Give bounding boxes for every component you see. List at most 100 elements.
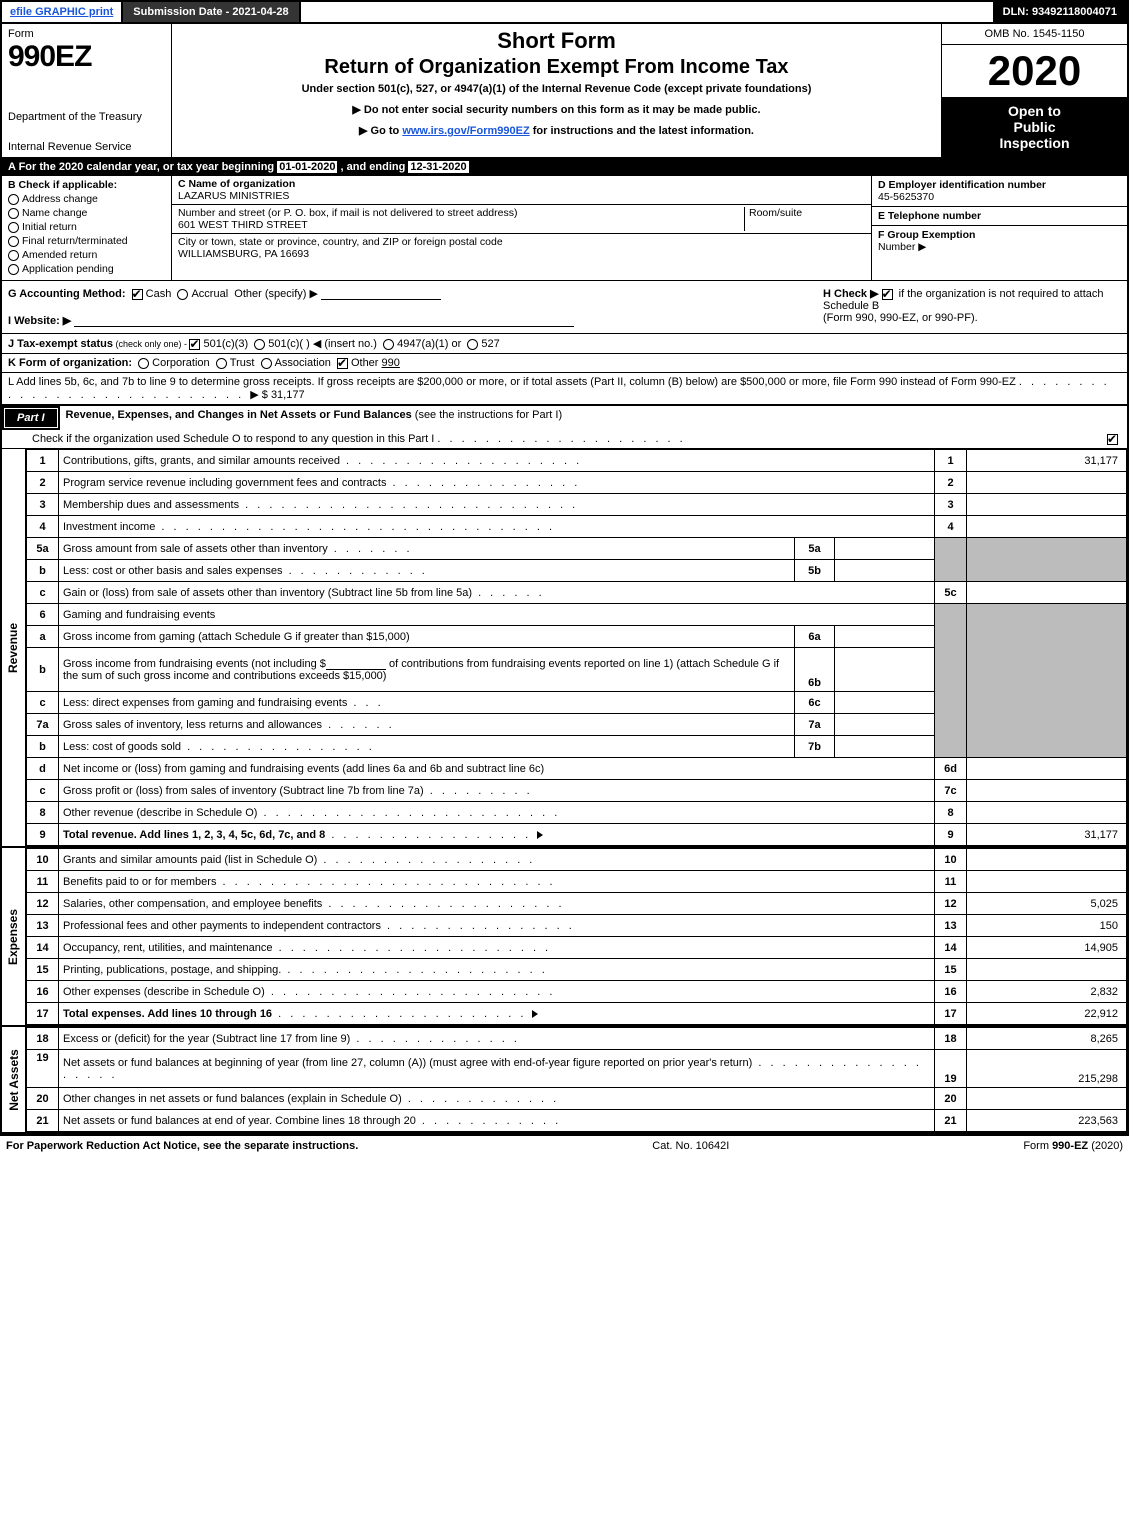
chk-cash[interactable] <box>132 289 143 300</box>
chk-name-change[interactable]: Name change <box>8 207 165 219</box>
line-10: 10Grants and similar amounts paid (list … <box>27 849 1127 871</box>
amount-6d <box>967 758 1127 780</box>
line-5a: 5aGross amount from sale of assets other… <box>27 538 1127 560</box>
form-ref: Form 990-EZ (2020) <box>1023 1140 1123 1152</box>
room-label: Room/suite <box>749 207 802 219</box>
line-9: 9Total revenue. Add lines 1, 2, 3, 4, 5c… <box>27 824 1127 846</box>
e-label: E Telephone number <box>878 210 1121 222</box>
chk-initial-return[interactable]: Initial return <box>8 221 165 233</box>
part1-title: Revenue, Expenses, and Changes in Net As… <box>60 406 1127 430</box>
chk-501c[interactable] <box>254 339 265 350</box>
k-label: K Form of organization: <box>8 357 132 369</box>
ein-value: 45-5625370 <box>878 191 1121 203</box>
line-15: 15Printing, publications, postage, and s… <box>27 959 1127 981</box>
box-b: B Check if applicable: Address change Na… <box>2 176 172 280</box>
expenses-table: 10Grants and similar amounts paid (list … <box>26 848 1127 1025</box>
chk-501c3[interactable] <box>189 339 200 350</box>
tax-year-prefix: A For the 2020 calendar year, or tax yea… <box>8 161 277 173</box>
goto-note: ▶ Go to www.irs.gov/Form990EZ for instru… <box>180 124 933 137</box>
line-11: 11Benefits paid to or for members . . . … <box>27 871 1127 893</box>
l-amount: ▶ $ 31,177 <box>250 389 304 401</box>
amount-3 <box>967 494 1127 516</box>
org-name-row: C Name of organization LAZARUS MINISTRIE… <box>172 176 871 205</box>
chk-final-return[interactable]: Final return/terminated <box>8 235 165 247</box>
header-right: OMB No. 1545-1150 2020 Open to Public In… <box>942 24 1127 157</box>
return-title: Return of Organization Exempt From Incom… <box>180 56 933 79</box>
submission-date-box: Submission Date - 2021-04-28 <box>123 2 300 22</box>
chk-application-pending[interactable]: Application pending <box>8 263 165 275</box>
tax-year-row: A For the 2020 calendar year, or tax yea… <box>0 159 1129 176</box>
part1-check-text: Check if the organization used Schedule … <box>32 433 434 445</box>
part1-check-row: Check if the organization used Schedule … <box>0 430 1129 449</box>
line-16: 16Other expenses (describe in Schedule O… <box>27 981 1127 1003</box>
other-org-value: 990 <box>382 357 400 369</box>
cat-no: Cat. No. 10642I <box>652 1140 729 1152</box>
ein-row: D Employer identification number 45-5625… <box>872 176 1127 207</box>
netassets-section: Net Assets 18Excess or (deficit) for the… <box>0 1025 1129 1134</box>
form-of-org-row: K Form of organization: Corporation Trus… <box>0 354 1129 373</box>
under-section: Under section 501(c), 527, or 4947(a)(1)… <box>180 83 933 95</box>
amount-15 <box>967 959 1127 981</box>
revenue-section: Revenue 1Contributions, gifts, grants, a… <box>0 449 1129 846</box>
line-13: 13Professional fees and other payments t… <box>27 915 1127 937</box>
line-2: 2Program service revenue including gover… <box>27 472 1127 494</box>
revenue-side-label: Revenue <box>2 449 26 846</box>
h-prefix: H Check ▶ <box>823 288 879 300</box>
tax-year-mid: , and ending <box>337 161 408 173</box>
chk-527[interactable] <box>467 339 478 350</box>
line-1: 1Contributions, gifts, grants, and simil… <box>27 450 1127 472</box>
line-3: 3Membership dues and assessments . . . .… <box>27 494 1127 516</box>
dept-treasury: Department of the Treasury <box>8 111 165 123</box>
box-def: D Employer identification number 45-5625… <box>872 176 1127 280</box>
efile-graphic-print-link[interactable]: efile GRAPHIC print <box>2 2 123 22</box>
g-label: G Accounting Method: <box>8 288 126 300</box>
top-bar-spacer <box>301 2 993 22</box>
arrow-icon <box>532 1010 538 1018</box>
end-date: 12-31-2020 <box>408 161 468 173</box>
chk-corp[interactable] <box>138 358 149 369</box>
chk-4947[interactable] <box>383 339 394 350</box>
amount-2 <box>967 472 1127 494</box>
part1-header-wrap: Part I Revenue, Expenses, and Changes in… <box>0 406 1129 430</box>
amount-8 <box>967 802 1127 824</box>
goto-prefix: ▶ Go to <box>359 125 402 137</box>
paperwork-notice: For Paperwork Reduction Act Notice, see … <box>6 1140 358 1152</box>
amount-11 <box>967 871 1127 893</box>
chk-accrual[interactable] <box>177 289 188 300</box>
amount-20 <box>967 1088 1127 1110</box>
line-7c: cGross profit or (loss) from sales of in… <box>27 780 1127 802</box>
expenses-section: Expenses 10Grants and similar amounts pa… <box>0 846 1129 1025</box>
amount-7c <box>967 780 1127 802</box>
city-label: City or town, state or province, country… <box>178 236 865 248</box>
line-14: 14Occupancy, rent, utilities, and mainte… <box>27 937 1127 959</box>
chk-other-org[interactable] <box>337 358 348 369</box>
line-18: 18Excess or (deficit) for the year (Subt… <box>27 1028 1127 1050</box>
g-h-row: G Accounting Method: Cash Accrual Other … <box>0 281 1129 334</box>
line-20: 20Other changes in net assets or fund ba… <box>27 1088 1127 1110</box>
irs-link[interactable]: www.irs.gov/Form990EZ <box>402 125 529 137</box>
efile-link-text[interactable]: efile GRAPHIC print <box>10 6 113 18</box>
d-label: D Employer identification number <box>878 179 1121 191</box>
chk-address-change[interactable]: Address change <box>8 193 165 205</box>
chk-part1-scho[interactable] <box>1107 434 1118 445</box>
amount-10 <box>967 849 1127 871</box>
part1-header: Part I Revenue, Expenses, and Changes in… <box>2 406 1127 430</box>
amount-9: 31,177 <box>967 824 1127 846</box>
amount-4 <box>967 516 1127 538</box>
chk-assoc[interactable] <box>261 358 272 369</box>
form-number: 990EZ <box>8 40 165 74</box>
line-21: 21Net assets or fund balances at end of … <box>27 1110 1127 1132</box>
amount-5c <box>967 582 1127 604</box>
f-label: F Group Exemption <box>878 229 1121 241</box>
open-line1: Open to <box>946 103 1123 119</box>
accounting-other-input[interactable] <box>321 288 441 300</box>
i-label: I Website: ▶ <box>8 315 71 327</box>
chk-amended-return[interactable]: Amended return <box>8 249 165 261</box>
street-label: Number and street (or P. O. box, if mail… <box>178 207 740 219</box>
website-input[interactable] <box>74 315 574 327</box>
chk-schedule-b[interactable] <box>882 289 893 300</box>
schedule-b-check: H Check ▶ if the organization is not req… <box>817 281 1127 333</box>
line-5c: cGain or (loss) from sale of assets othe… <box>27 582 1127 604</box>
open-line2: Public <box>946 119 1123 135</box>
chk-trust[interactable] <box>216 358 227 369</box>
